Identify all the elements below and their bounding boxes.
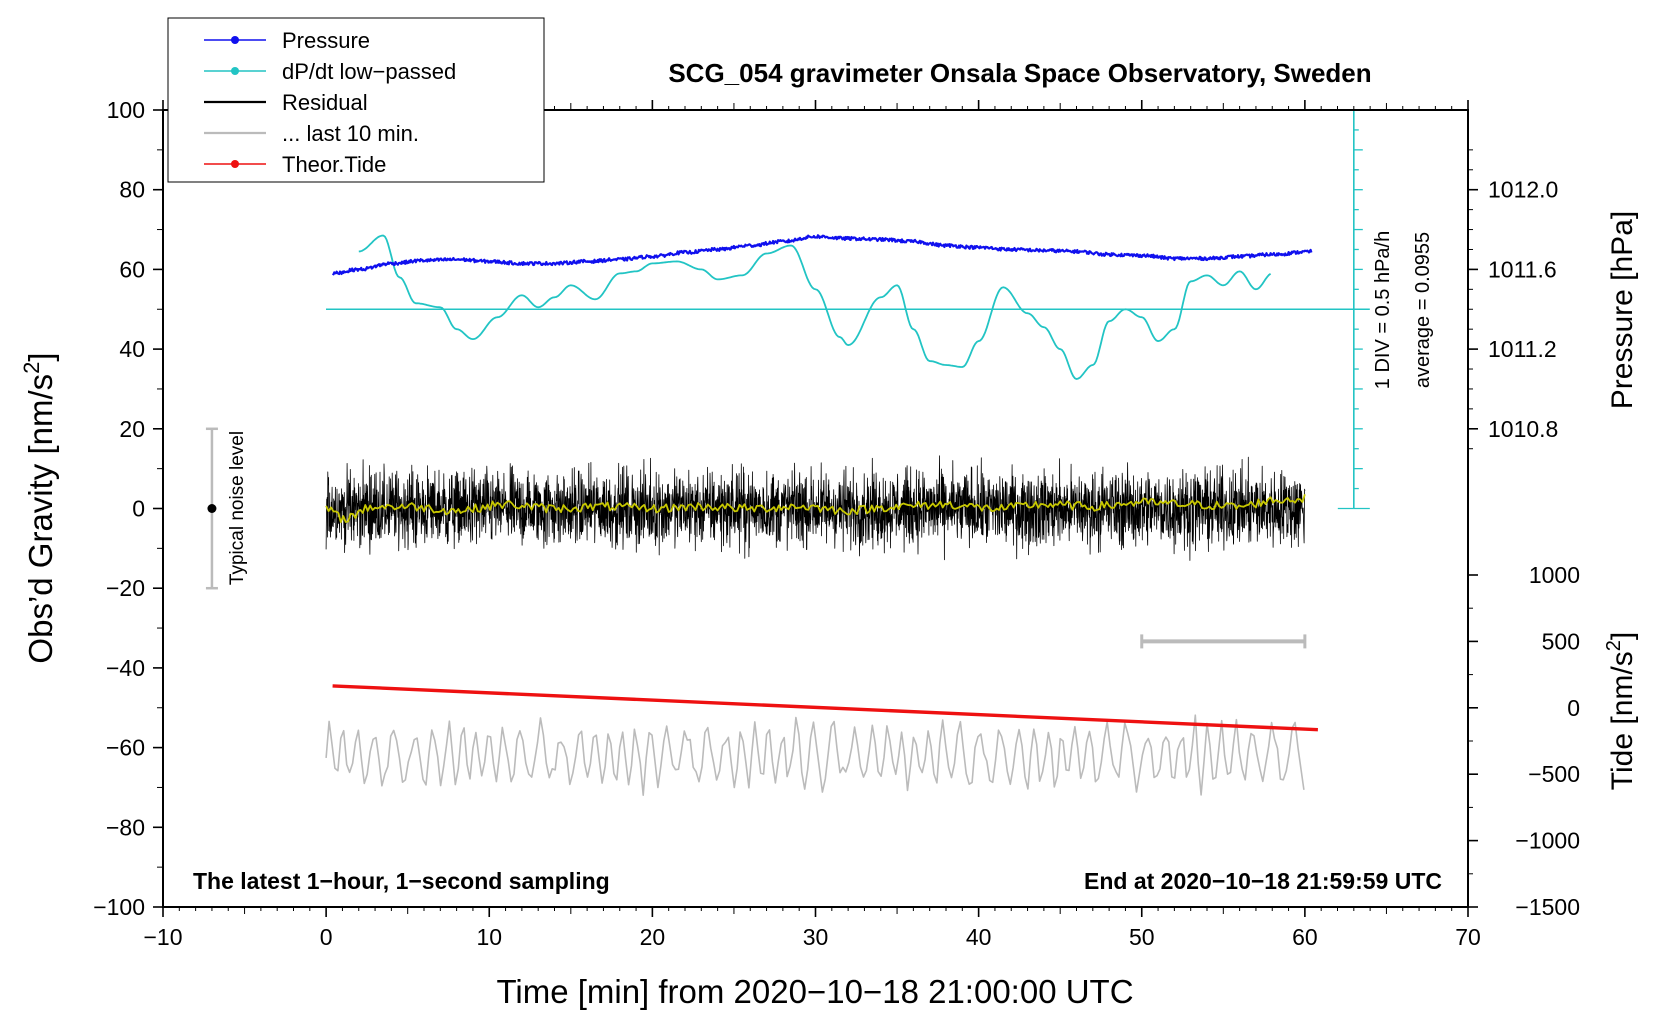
noise-bar-center-dot <box>207 504 217 513</box>
annotation-bottom-right: End at 2020−10−18 21:59:59 UTC <box>1084 868 1442 894</box>
tide-tick-label: 0 <box>1567 695 1580 721</box>
legend-rows: Pressure dP/dt low−passed Residual ... last… <box>204 28 456 177</box>
tide-tick-label: −1500 <box>1515 894 1580 920</box>
tide-tick-label: −1000 <box>1515 828 1580 854</box>
legend-label: Residual <box>282 90 368 115</box>
x-tick-label: 0 <box>320 924 333 950</box>
left-tick-label: 40 <box>119 336 145 362</box>
chart-title: SCG_054 gravimeter Onsala Space Observat… <box>668 58 1371 88</box>
dpdt-division-label: 1 DIV = 0.5 hPa/h <box>1372 231 1394 389</box>
x-tick-label: 60 <box>1292 924 1318 950</box>
left-tick-label: −80 <box>106 814 145 840</box>
pressure-tick-label: 1011.6 <box>1488 256 1557 282</box>
series-pressure <box>331 234 1313 276</box>
x-tick-label: 30 <box>803 924 829 950</box>
left-tick-label: 100 <box>107 97 145 123</box>
series-last-10-min <box>325 714 1305 797</box>
noise-level-label: Typical noise level <box>227 431 248 585</box>
x-tick-label: −10 <box>143 924 182 950</box>
legend-marker <box>231 36 239 44</box>
pressure-axis-label: Pressure [hPa] <box>1606 211 1639 409</box>
legend-label: dP/dt low−passed <box>282 59 456 84</box>
legend-marker <box>231 160 239 168</box>
x-tick-label: 50 <box>1129 924 1155 950</box>
dpdt-average-label: average = 0.0955 <box>1412 232 1434 388</box>
left-axis-label: Obs’d Gravity [nm/s2] <box>19 352 59 663</box>
pressure-tick-label: 1011.2 <box>1488 336 1557 362</box>
left-tick-label: −100 <box>93 894 145 920</box>
left-tick-label: 80 <box>119 177 145 203</box>
left-tick-label: 60 <box>119 256 145 282</box>
legend-box <box>167 17 545 183</box>
data-layer <box>205 109 1370 797</box>
pressure-tick-label: 1012.0 <box>1488 177 1558 203</box>
left-tick-label: −20 <box>106 575 145 601</box>
left-tick-label: −40 <box>106 655 145 681</box>
x-axis-label: Time [min] from 2020−10−18 21:00:00 UTC <box>496 973 1133 1010</box>
tide-tick-label: −500 <box>1528 761 1580 787</box>
legend-label: Pressure <box>282 28 370 53</box>
left-axis-label-sup: 2 <box>19 362 44 374</box>
legend-marker <box>231 67 239 75</box>
tide-axis-label-main: Tide [nm/s <box>1606 651 1639 790</box>
annotation-bottom-left: The latest 1−hour, 1−second sampling <box>193 868 610 894</box>
tide-axis-label-tail: ] <box>1606 632 1639 640</box>
tide-tick-label: 1000 <box>1529 562 1580 588</box>
x-tick-label: 70 <box>1455 924 1481 950</box>
left-axis-label-main: Obs’d Gravity [nm/s <box>22 374 59 664</box>
legend-label: ... last 10 min. <box>282 121 419 146</box>
tide-axis-label: Tide [nm/s2] <box>1603 632 1639 790</box>
legend: Pressure dP/dt low−passed Residual ... last… <box>167 17 545 183</box>
tide-axis-label-sup: 2 <box>1603 640 1625 651</box>
tick-layer: −10 0 10 20 30 40 50 60 70−100−80−60−40−20020406… <box>93 97 1580 950</box>
left-axis-label-tail: ] <box>22 352 59 361</box>
series-dpdt <box>358 234 1272 380</box>
series-residual-smoothed <box>325 494 1306 523</box>
pressure-tick-label: 1010.8 <box>1488 416 1558 442</box>
tide-tick-label: 500 <box>1542 628 1580 654</box>
series-theor-tide <box>332 684 1318 732</box>
left-tick-label: 20 <box>119 416 145 442</box>
x-tick-label: 40 <box>966 924 992 950</box>
left-tick-label: 0 <box>132 496 145 522</box>
series-residual <box>325 455 1306 561</box>
x-tick-label: 10 <box>476 924 502 950</box>
left-tick-label: −60 <box>106 735 145 761</box>
legend-label: Theor.Tide <box>282 152 386 177</box>
x-tick-label: 20 <box>640 924 666 950</box>
